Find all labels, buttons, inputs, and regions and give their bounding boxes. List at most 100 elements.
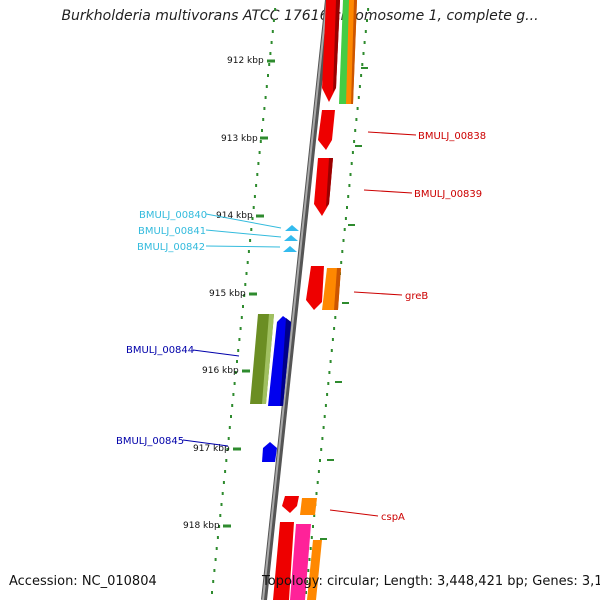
track-dot	[262, 118, 265, 121]
gene-arrow-red-bottom[interactable]	[273, 522, 294, 600]
gene-label-bmulj-00840[interactable]: BMULJ_00840	[139, 210, 207, 221]
track-dot	[267, 74, 269, 77]
gene-arrow-shade	[333, 0, 340, 92]
track-dot	[349, 173, 352, 176]
gene-arrow-bmulj-00842[interactable]	[283, 246, 297, 252]
gene-arrow-bmulj-00841[interactable]	[284, 235, 298, 241]
gene-label-greb[interactable]: greB	[405, 291, 428, 302]
track-dot	[247, 250, 250, 253]
label-connectors	[182, 131, 417, 517]
track-dot	[252, 206, 255, 209]
track-dot	[251, 217, 254, 220]
scale-label-914: 914 kbp	[216, 211, 253, 221]
track-dot	[319, 459, 321, 462]
track-dot	[334, 316, 337, 319]
track-dot	[315, 492, 318, 495]
track-dot	[344, 217, 347, 220]
track-dot	[224, 470, 227, 473]
track-dot	[347, 195, 350, 198]
gene-label-bmulj-00842[interactable]: BMULJ_00842	[137, 242, 205, 253]
track-dot	[258, 151, 261, 154]
gene-label-bmulj-00839[interactable]: BMULJ_00839	[414, 189, 482, 200]
scale-label-913: 913 kbp	[221, 134, 258, 144]
track-dot	[324, 404, 327, 407]
gene-arrow-bmulj-00838[interactable]	[318, 110, 335, 150]
gene-arrow-orange-cspa[interactable]	[300, 498, 317, 515]
track-dot	[340, 261, 343, 264]
track-dot	[274, 8, 277, 11]
gene-label-bmulj-00841[interactable]: BMULJ_00841	[138, 226, 206, 237]
connector-bmulj-00845	[182, 439, 229, 447]
track-dot	[242, 305, 244, 308]
scale: 912 kbp 913 kbp 914 kbp 915 kbp 916 kbp …	[183, 56, 368, 540]
track-dot	[328, 371, 331, 374]
gene-arrow-bmulj-00840[interactable]	[285, 225, 299, 231]
track-dot	[321, 437, 324, 440]
track-dot	[308, 558, 311, 561]
connector-bmulj-00838	[367, 131, 417, 136]
track-dot	[222, 481, 225, 484]
connector-bmulj-00841	[205, 229, 282, 238]
connector-cspa	[329, 509, 379, 517]
track-dot	[354, 129, 357, 132]
gene-arrow-blue-shade	[280, 318, 291, 406]
gene-arrow-pink-bottom[interactable]	[290, 524, 311, 600]
gene-label-cspa[interactable]: cspA	[381, 512, 405, 523]
track-dot	[233, 382, 236, 385]
track-dot	[265, 85, 268, 88]
track-dot	[232, 393, 235, 396]
track-dot	[250, 228, 253, 231]
track-dot	[264, 96, 267, 99]
scale-label-918: 918 kbp	[183, 521, 220, 531]
track-dot	[326, 393, 329, 396]
scale-label-916: 916 kbp	[202, 366, 239, 376]
track-dot	[215, 547, 218, 550]
track-dot	[238, 338, 241, 341]
track-dot	[343, 228, 346, 231]
gene-arrow-cspa[interactable]	[282, 496, 299, 513]
gene-arrow-greb[interactable]	[306, 266, 324, 310]
track-dot	[307, 569, 310, 572]
track-dot	[312, 525, 314, 528]
track-dot	[237, 349, 240, 352]
connector-bmulj-00839	[363, 189, 413, 194]
track-dot	[230, 415, 232, 418]
gene-arrow-orange-bottom[interactable]	[307, 540, 322, 600]
gene-label-bmulj-00845[interactable]: BMULJ_00845	[116, 436, 184, 447]
track-dot	[316, 481, 319, 484]
track-dot	[263, 107, 266, 110]
gene-arrow-orange-shade	[351, 0, 357, 104]
track-dot	[214, 558, 217, 561]
track-dot	[271, 30, 274, 33]
track-dot	[309, 547, 312, 550]
track-dot	[270, 41, 273, 44]
gene-arrow-orange-shade	[334, 268, 341, 310]
track-dot	[220, 503, 223, 506]
track-dot	[269, 52, 272, 55]
track-dot	[243, 294, 246, 297]
track-dot	[219, 514, 222, 517]
track-dot	[322, 426, 325, 429]
track-dot	[310, 536, 313, 539]
track-dot	[360, 74, 363, 77]
track-dot	[358, 85, 361, 88]
connector-greb	[353, 291, 403, 296]
track-dot	[245, 272, 248, 275]
track-dot	[348, 184, 351, 187]
track-dot	[306, 580, 309, 583]
track-dot	[350, 162, 353, 165]
track-dot	[253, 195, 256, 198]
gene-arrow-bmulj-00845[interactable]	[262, 442, 277, 462]
track-dot	[259, 140, 262, 143]
gene-label-bmulj-00844[interactable]: BMULJ_00844	[126, 345, 194, 356]
track-dot	[261, 129, 263, 132]
map-title: Burkholderia multivorans ATCC 17616 chro…	[61, 8, 539, 24]
track-dot	[236, 360, 238, 363]
gene-label-bmulj-00838[interactable]: BMULJ_00838	[418, 131, 486, 142]
track-dot	[346, 206, 348, 209]
track-dot	[218, 525, 221, 528]
track-dot	[221, 492, 224, 495]
track-dot	[364, 30, 367, 33]
